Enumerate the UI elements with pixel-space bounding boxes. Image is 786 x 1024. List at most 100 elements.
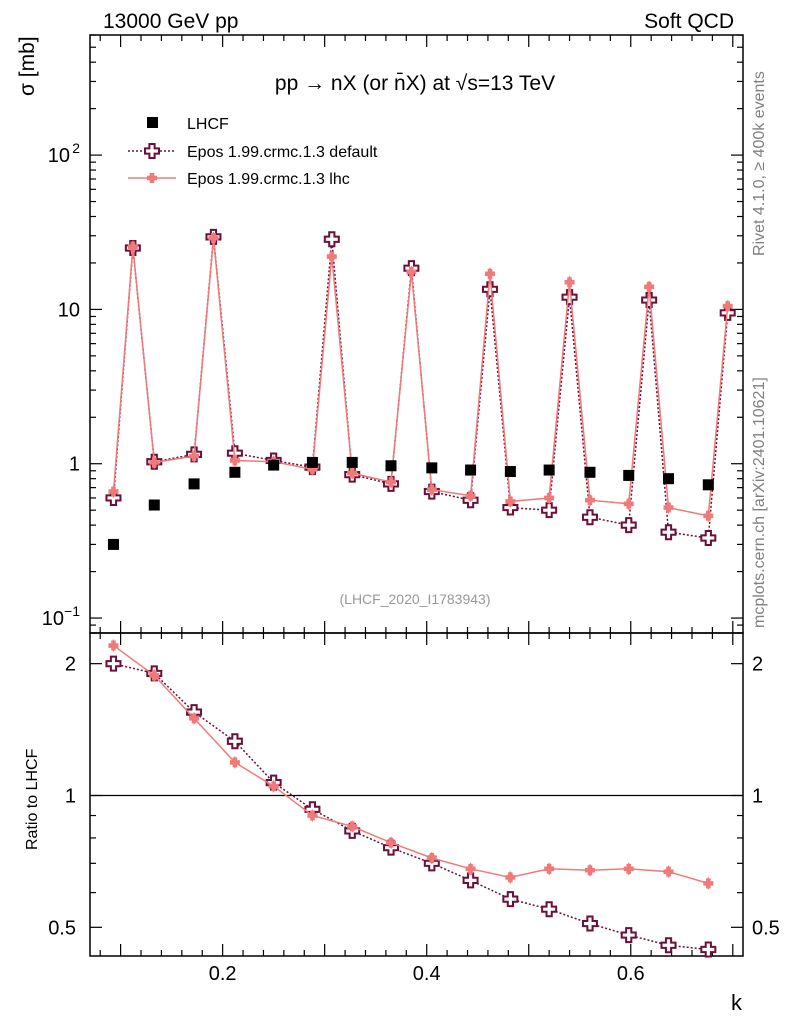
lhc-point [663,502,674,513]
lhc-ratio-point [623,863,634,874]
default-ratio-point [660,937,677,954]
data-point [663,473,675,485]
lhc-point [703,510,714,521]
y-tick-label: 1 [69,454,80,476]
ratio-tick-label-right: 1 [752,785,763,807]
y-tick-exponent: 2 [72,140,80,156]
default-point [581,509,598,526]
y-tick-exponent: −1 [64,603,80,619]
lhc-ratio-point [347,821,358,832]
legend-marker-default [144,143,160,159]
lhc-point [623,498,634,509]
legend: LHCF Epos 1.99.crmc.1.3 default Epos 1.9… [128,116,378,188]
y-tick-label: 10 [58,299,80,321]
x-axis-title: k [731,990,743,1015]
legend-marker-data [147,117,158,128]
default-point [105,489,122,506]
lhc-point [208,233,219,244]
default-ratio-point [105,655,122,672]
default-point [541,502,558,519]
lhc-ratio-point [229,757,240,768]
ratio-axis-ticks: 0.5 0.5 1 1 2 2 [48,654,780,940]
default-point [561,289,578,306]
default-ratio-point [700,941,717,958]
data-point [385,460,397,472]
ratio-tick-label: 2 [65,654,76,676]
series-default-ratio [105,655,717,958]
lhc-point [505,496,516,507]
data-point [623,469,635,481]
lhc-ratio-point [584,865,595,876]
data-point [107,538,119,550]
default-ratio-point [620,927,637,944]
ratio-tick-label: 0.5 [48,917,76,939]
data-point [584,466,596,478]
series-lhc-ratio [108,639,714,890]
x-tick-label: 0.4 [413,963,441,985]
data-point [268,459,280,471]
default-ratio-line [113,662,709,951]
x-axis-ticks: 0.2 0.4 0.6 [99,35,734,985]
data-point [465,464,477,476]
lhc-ratio-point [465,863,476,874]
lhc-point [189,451,200,462]
lhc-ratio-point [703,878,714,889]
lhc-ratio-point [108,640,119,651]
lhc-point [564,277,575,288]
lhc-point [722,301,733,312]
legend-label-lhc: Epos 1.99.crmc.1.3 lhc [187,171,350,188]
data-point [306,456,318,468]
series-lhc-main [108,232,733,522]
lhc-point [644,281,655,292]
x-tick-label: 0.2 [209,963,237,985]
default-ratio-point [502,891,519,908]
default-point [620,517,637,534]
lhc-ratio-point [268,781,279,792]
data-point [148,499,160,511]
lhc-point [385,477,396,488]
ratio-axis-title: Ratio to LHCF [24,748,41,850]
y-tick-label: 10 [42,608,64,630]
lhc-ratio-point [307,810,318,821]
plot-title: pp → nX (or n̄X) at √s=13 TeV [275,72,555,95]
lhc-ratio-line [113,644,709,885]
y-tick-label: 10 [48,145,70,167]
data-point [702,479,714,491]
lhc-line [112,237,729,517]
lhc-point [544,492,555,503]
lhc-point [149,457,160,468]
default-point [481,281,498,298]
ratio-tick-label-right: 2 [752,654,763,676]
ratio-tick-label: 1 [65,785,76,807]
default-ratio-point [581,915,598,932]
data-point [543,464,555,476]
lhc-ratio-point [426,852,437,863]
rivet-version-label: Rivet 4.1.0, ≥ 400k events [751,71,768,256]
data-point [346,456,358,468]
default-point [641,292,658,309]
data-point [426,462,438,474]
legend-label-data: LHCF [187,116,229,133]
lhc-ratio-point [505,872,516,883]
lhc-ratio-point [663,866,674,877]
ratio-plot-frame [89,632,744,957]
lhc-point [108,486,119,497]
header-left: 13000 GeV pp [103,10,238,33]
default-ratio-point [226,733,243,750]
header-right: Soft QCD [644,10,734,33]
lhc-point [484,268,495,279]
lhc-point [406,266,417,277]
lhc-point [426,484,437,495]
lhc-point [229,455,240,466]
x-tick-label: 0.6 [617,963,645,985]
default-point [323,231,340,248]
legend-marker-lhc [147,173,157,183]
lhc-point [127,241,138,252]
series-data [107,456,714,550]
lhc-point [347,468,358,479]
legend-label-default: Epos 1.99.crmc.1.3 default [187,144,378,161]
default-ratio-point [541,901,558,918]
default-line [112,236,729,539]
